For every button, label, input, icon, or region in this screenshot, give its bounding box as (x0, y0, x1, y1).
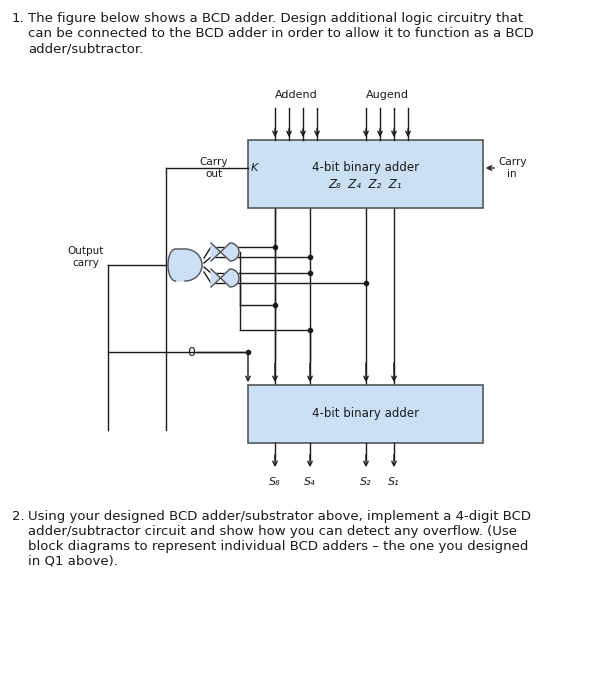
Text: K: K (251, 163, 258, 173)
Text: 0: 0 (187, 346, 195, 358)
Text: Output
carry: Output carry (67, 246, 104, 268)
Text: Augend: Augend (365, 90, 409, 100)
Polygon shape (211, 243, 239, 261)
Text: S₂: S₂ (360, 477, 372, 487)
Text: 4-bit binary adder: 4-bit binary adder (312, 162, 419, 174)
Text: The figure below shows a BCD adder. Design additional logic circuitry that: The figure below shows a BCD adder. Desi… (28, 12, 523, 25)
Text: in Q1 above).: in Q1 above). (28, 555, 118, 568)
Text: 4-bit binary adder: 4-bit binary adder (312, 407, 419, 421)
Text: Carry
in: Carry in (498, 158, 526, 178)
Text: S₁: S₁ (388, 477, 400, 487)
Text: block diagrams to represent individual BCD adders – the one you designed: block diagrams to represent individual B… (28, 540, 528, 553)
Text: 1.: 1. (12, 12, 25, 25)
Polygon shape (211, 269, 239, 287)
Text: adder/subtractor circuit and show how you can detect any overflow. (Use: adder/subtractor circuit and show how yo… (28, 525, 517, 538)
FancyBboxPatch shape (248, 385, 483, 443)
Text: S₈: S₈ (269, 477, 281, 487)
Text: Z₈  Z₄  Z₂  Z₁: Z₈ Z₄ Z₂ Z₁ (329, 178, 402, 190)
Text: Using your designed BCD adder/substrator above, implement a 4-digit BCD: Using your designed BCD adder/substrator… (28, 510, 531, 523)
Polygon shape (168, 249, 202, 281)
FancyBboxPatch shape (248, 140, 483, 208)
Text: can be connected to the BCD adder in order to allow it to function as a BCD: can be connected to the BCD adder in ord… (28, 27, 534, 40)
Text: 2.: 2. (12, 510, 25, 523)
Text: S₄: S₄ (304, 477, 316, 487)
Text: adder/subtractor.: adder/subtractor. (28, 42, 143, 55)
Text: Addend: Addend (274, 90, 317, 100)
Text: Carry
out: Carry out (200, 158, 228, 178)
